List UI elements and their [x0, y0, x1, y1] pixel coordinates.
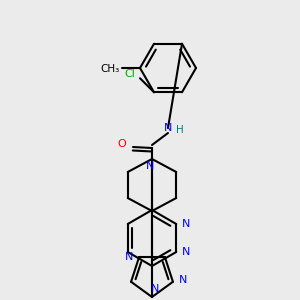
Text: N: N — [179, 275, 187, 285]
Text: N: N — [182, 219, 190, 229]
Text: N: N — [146, 161, 154, 171]
Text: N: N — [151, 284, 159, 294]
Text: O: O — [118, 139, 126, 149]
Text: Cl: Cl — [124, 69, 135, 79]
Text: N: N — [164, 123, 172, 133]
Text: CH₃: CH₃ — [100, 64, 120, 74]
Text: N: N — [182, 247, 190, 257]
Text: H: H — [176, 125, 184, 135]
Text: N: N — [125, 252, 133, 262]
